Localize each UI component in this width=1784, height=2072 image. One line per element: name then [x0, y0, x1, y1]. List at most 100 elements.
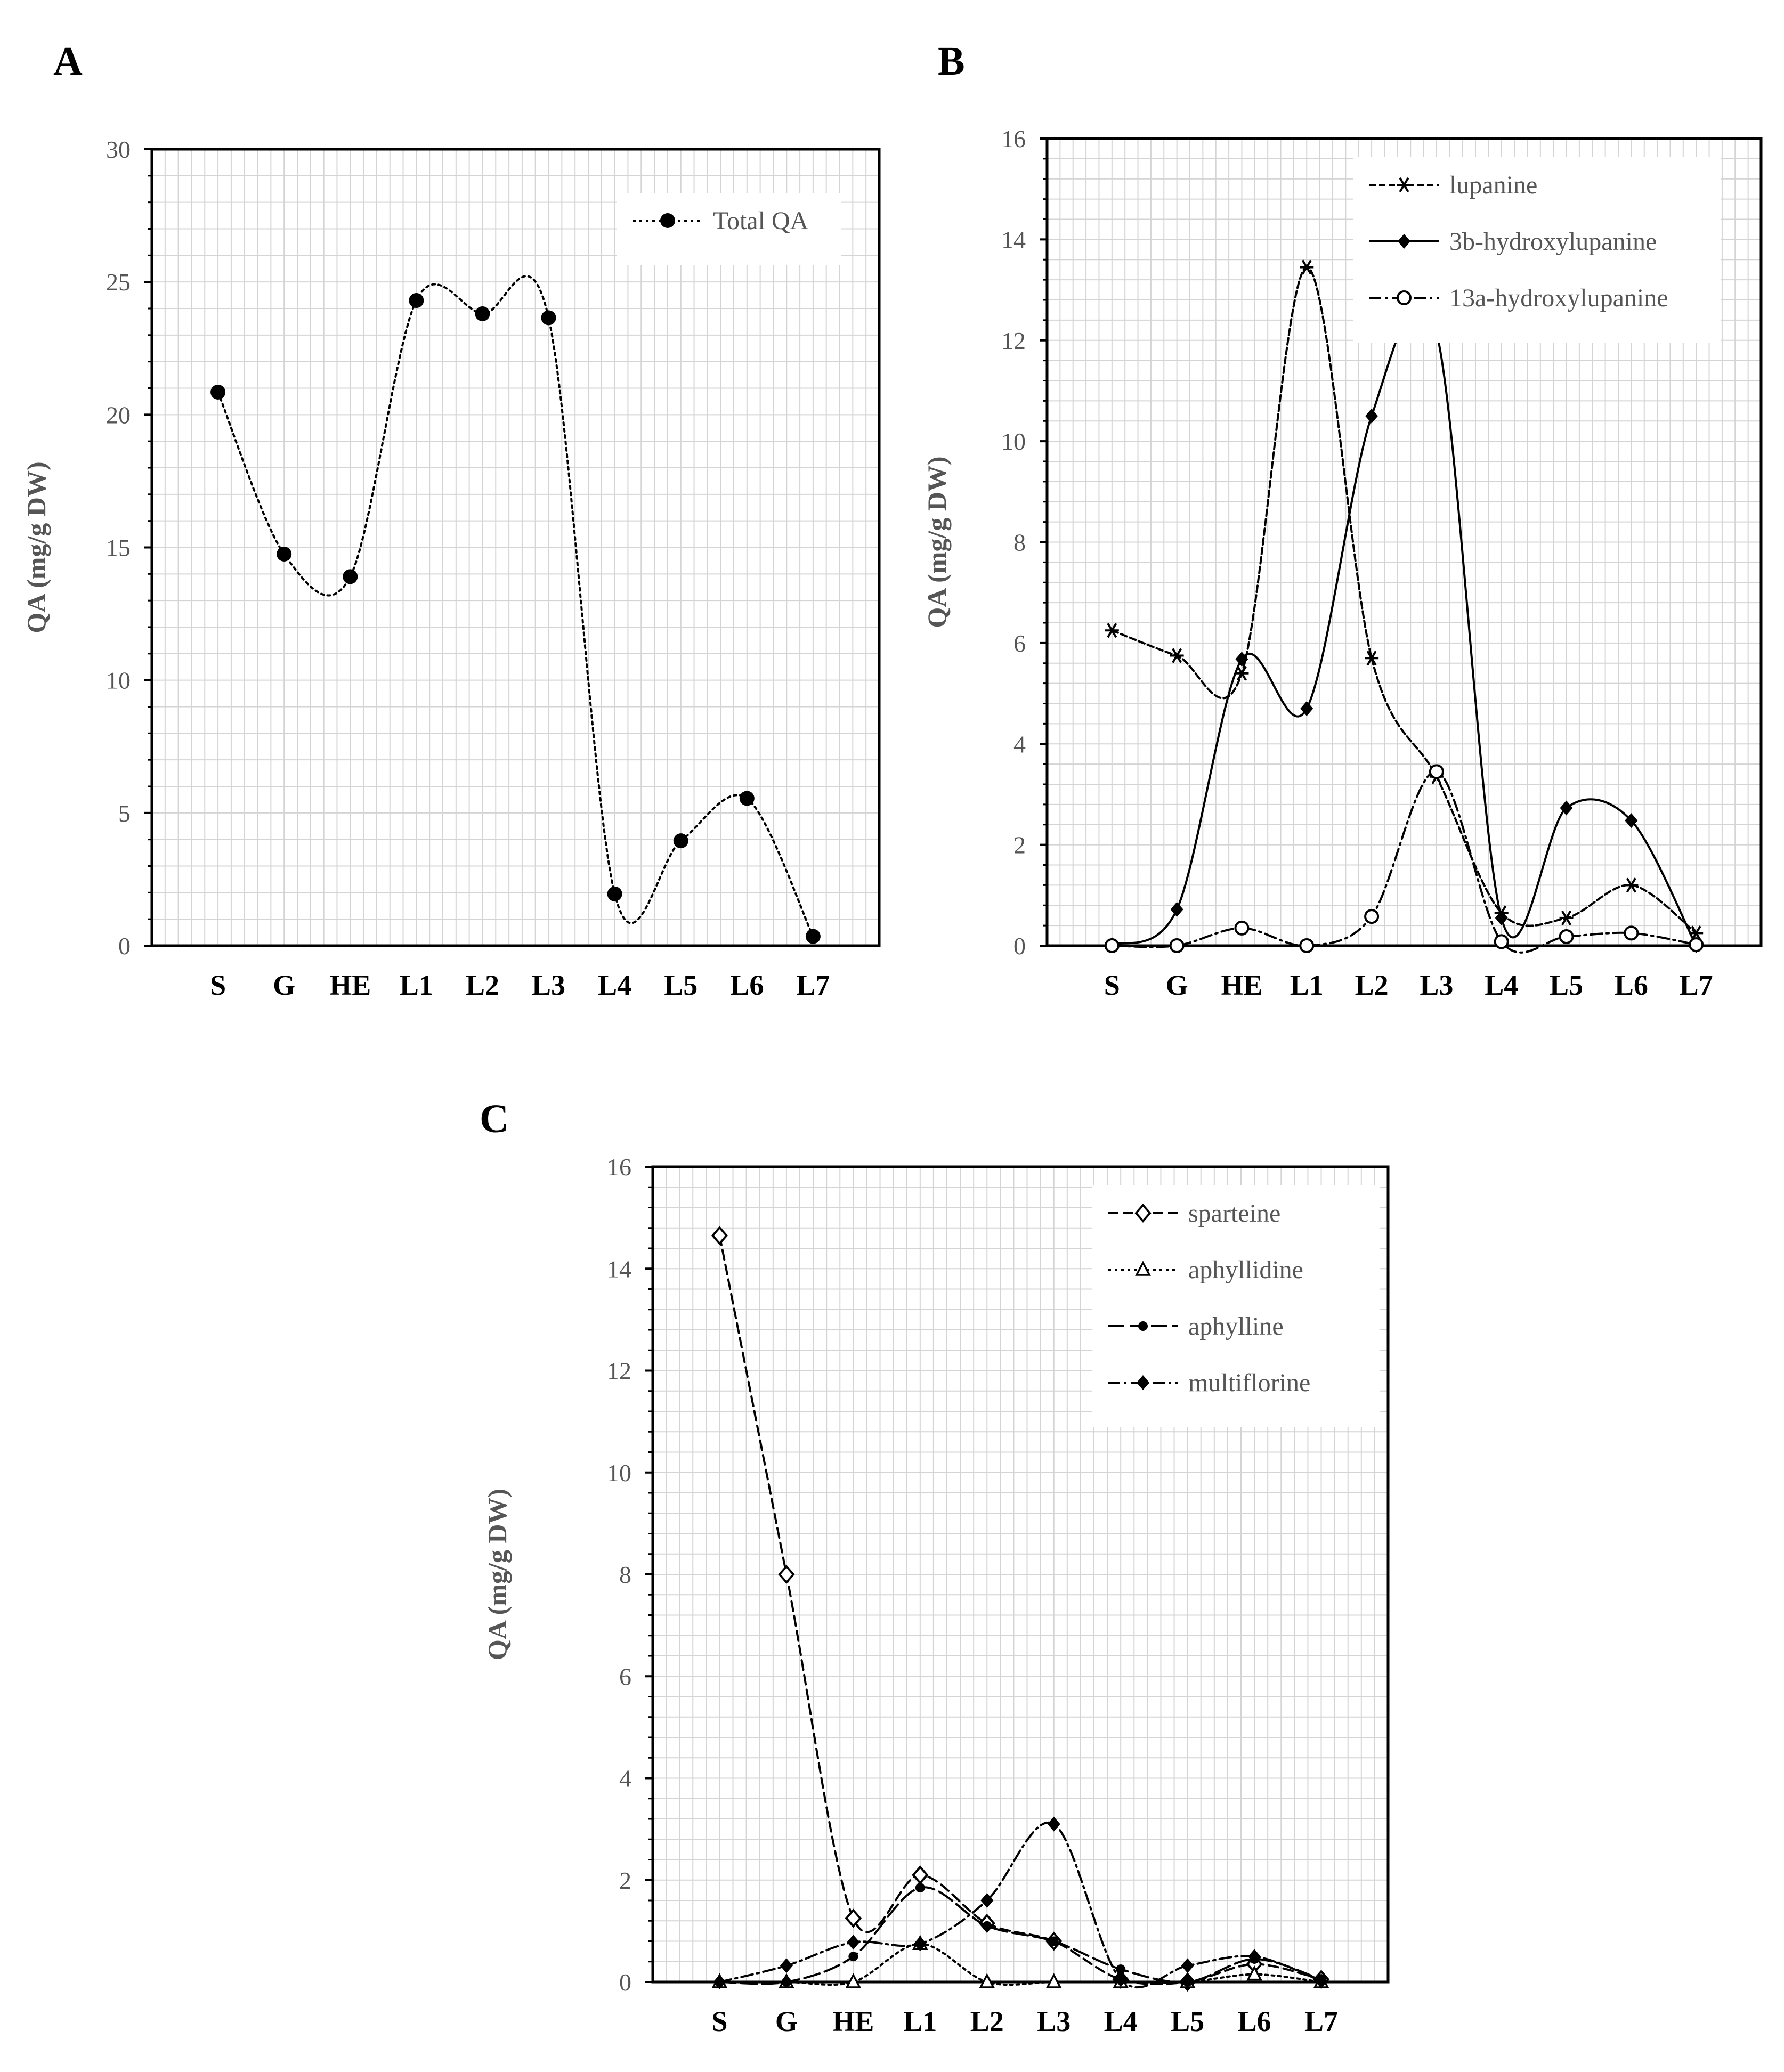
legend-box [617, 193, 841, 265]
x-tick-label: S [1104, 969, 1120, 1001]
legend-item: 3b-hydroxylupanine [1369, 227, 1657, 256]
data-point [1559, 929, 1574, 944]
x-tick-label: L2 [1355, 969, 1389, 1001]
legend-marker-shape [1134, 1203, 1152, 1223]
data-point-shape [1300, 701, 1313, 716]
data-point [673, 833, 688, 849]
data-point [913, 1936, 927, 1952]
data-point-shape [739, 791, 755, 806]
legend-box [1092, 1185, 1380, 1427]
y-tick-label: 8 [619, 1561, 631, 1588]
legend-marker [1397, 290, 1412, 305]
data-point [1181, 1958, 1194, 1973]
panel-label: A [53, 39, 83, 84]
data-point [1170, 901, 1183, 917]
data-point-shape [541, 310, 556, 326]
legend-label: lupanine [1449, 171, 1537, 199]
data-point-shape [1104, 938, 1120, 953]
data-point-shape [848, 1952, 858, 1962]
legend-item: multiflorine [1108, 1369, 1310, 1397]
series-aphylline [715, 1883, 1326, 1987]
data-point [1105, 623, 1119, 638]
data-point [979, 1973, 995, 1988]
x-tick-label: L4 [1485, 969, 1518, 1001]
legend-marker-shape [1137, 1375, 1149, 1390]
data-point [848, 1952, 858, 1962]
data-point-shape [845, 1973, 862, 1988]
data-point [409, 293, 424, 308]
data-point-shape [409, 293, 424, 308]
legend-item: lupanine [1369, 171, 1537, 199]
y-tick-label: 4 [619, 1765, 631, 1792]
data-point [1045, 1973, 1062, 1988]
series-line [1110, 770, 1698, 954]
data-point [1116, 1964, 1126, 1975]
legend-marker [1398, 234, 1410, 249]
legend-label: sparteine [1188, 1199, 1280, 1228]
data-point-shape [1170, 648, 1184, 663]
x-tick-label: L5 [1171, 2005, 1204, 2037]
data-point-shape [1624, 877, 1639, 893]
y-tick-label: 6 [619, 1663, 631, 1690]
data-point-shape [778, 1564, 795, 1585]
data-point [1248, 1949, 1261, 1964]
legend-marker [660, 213, 675, 228]
data-point [343, 569, 358, 584]
x-tick-label: G [273, 969, 295, 1001]
series-multiflorine [713, 1816, 1328, 1989]
y-tick-label: 25 [106, 269, 131, 296]
x-tick-label: S [711, 2005, 727, 2037]
y-tick-label: 0 [619, 1969, 631, 1996]
data-point-shape [1105, 623, 1119, 638]
data-point-shape [1429, 764, 1444, 779]
legend-marker-shape [1398, 234, 1410, 249]
legend-marker [1138, 1321, 1148, 1331]
x-tick-label: L2 [466, 969, 499, 1001]
data-point [739, 791, 755, 806]
data-point [1182, 1977, 1193, 1987]
y-tick-label: 10 [106, 667, 131, 694]
data-point [1315, 1973, 1328, 1989]
data-point [1365, 651, 1379, 666]
legend-marker-shape [660, 213, 675, 228]
x-tick-label: L1 [400, 969, 433, 1001]
legend-label: 13a-hydroxylupanine [1449, 284, 1668, 312]
data-point [980, 1893, 994, 1908]
data-point-shape [979, 1973, 995, 1988]
y-axis-label: QA (mg/g DW) [482, 1489, 512, 1660]
y-tick-label: 2 [1013, 832, 1026, 859]
x-tick-label: S [210, 969, 226, 1001]
legend-item: sparteine [1108, 1199, 1280, 1228]
y-axis-label: QA (mg/g DW) [21, 461, 51, 633]
legend-box [1353, 157, 1721, 343]
y-tick-label: 2 [619, 1867, 631, 1894]
y-tick-label: 4 [1013, 730, 1026, 758]
data-point-shape [1560, 800, 1573, 816]
data-point-shape [1234, 920, 1250, 936]
data-point [845, 1973, 862, 1988]
data-point-shape [1235, 652, 1248, 667]
data-point [607, 886, 622, 901]
data-point-shape [1625, 813, 1638, 828]
data-point [1300, 701, 1313, 716]
data-point [1625, 813, 1638, 828]
data-point [711, 1226, 728, 1246]
data-point-shape [982, 1921, 992, 1931]
data-point [847, 1935, 860, 1950]
x-tick-label: G [775, 2005, 798, 2037]
data-point-shape [713, 1975, 726, 1989]
y-tick-label: 14 [607, 1255, 631, 1282]
data-point [1234, 920, 1250, 936]
legend-marker-shape [1397, 290, 1412, 305]
data-point [1049, 1936, 1059, 1946]
data-point [845, 1908, 862, 1928]
legend-marker [1135, 1261, 1151, 1276]
data-point [805, 929, 821, 944]
x-tick-label: L7 [1680, 969, 1713, 1001]
data-point-shape [1365, 408, 1378, 424]
data-point-shape [780, 1958, 793, 1973]
legend-item: 13a-hydroxylupanine [1369, 284, 1668, 312]
series-line [718, 1821, 1323, 1988]
x-tick-label: L1 [903, 2005, 937, 2037]
data-point [1169, 938, 1185, 953]
